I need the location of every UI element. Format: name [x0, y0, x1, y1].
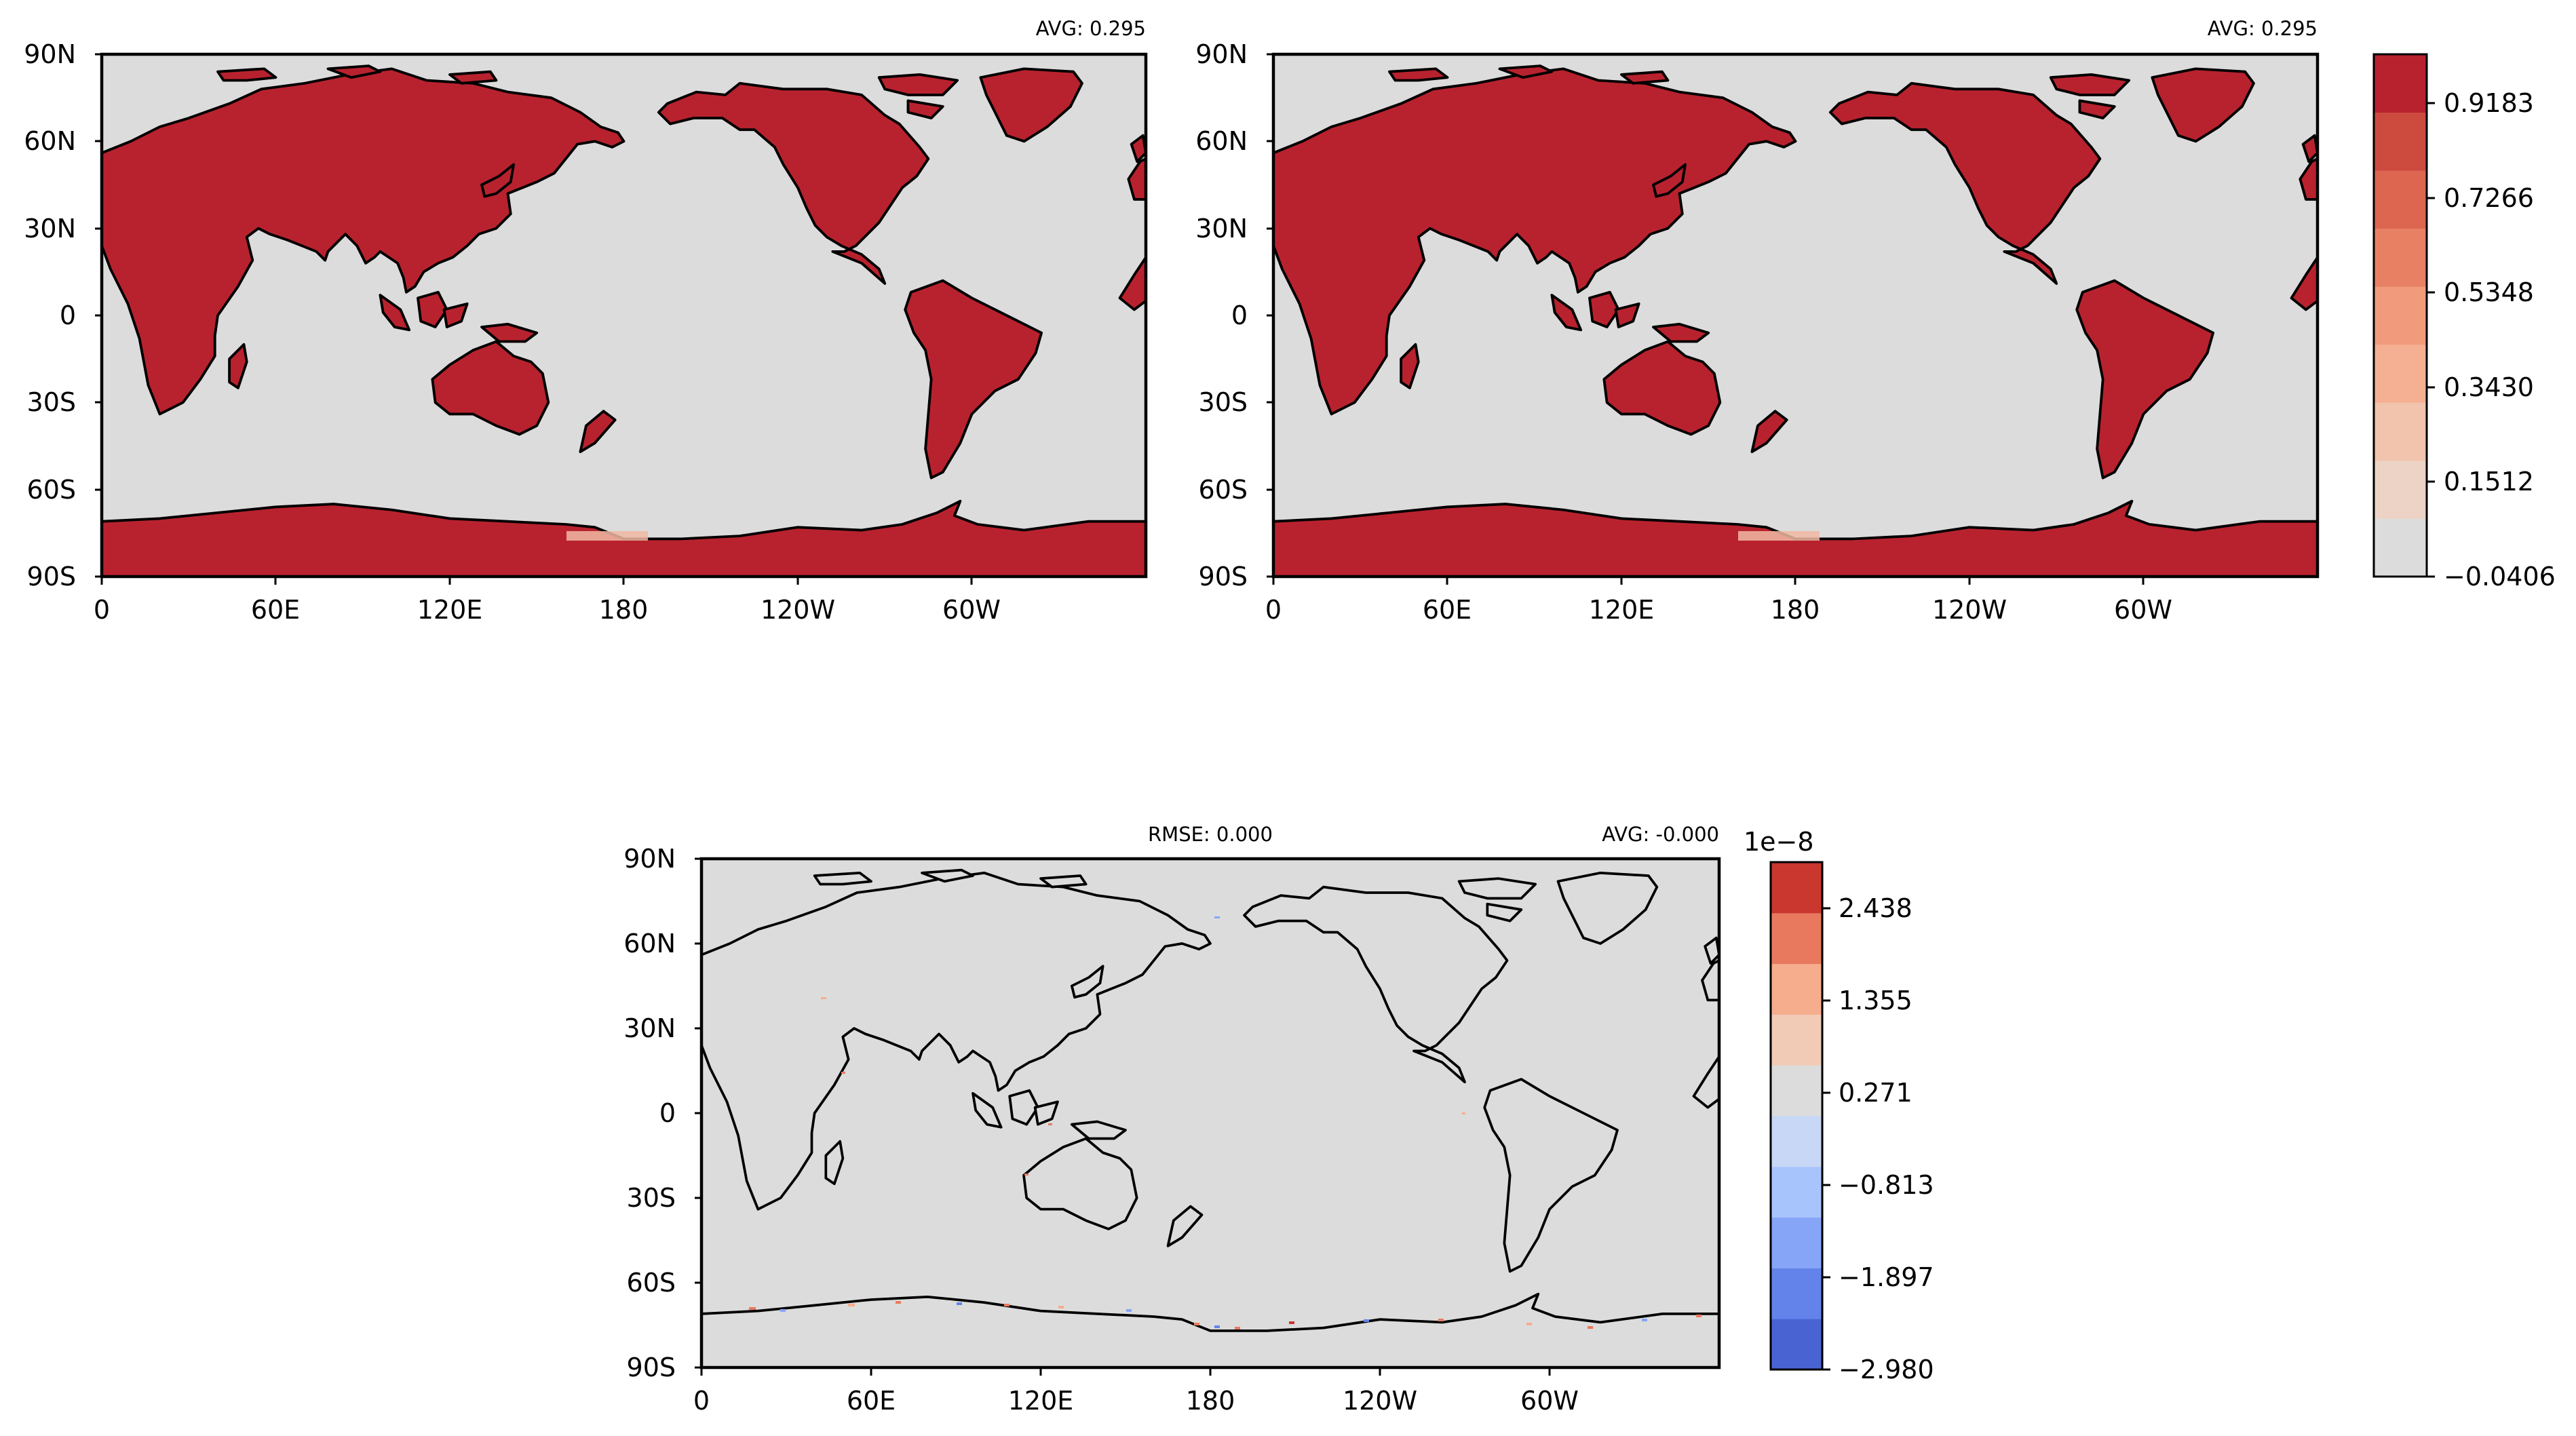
lat-tick-90s: 90S: [627, 1353, 676, 1382]
colorbar-frame: [1769, 861, 1824, 1371]
colorbar-band: [1771, 1116, 1822, 1167]
lat-tick-90n: 90N: [24, 39, 76, 69]
lon-tick-120w: 120W: [1343, 1386, 1417, 1416]
lon-tick-0: 0: [94, 595, 110, 625]
lon-axis: 0 60E 120E 180 120W 60W: [1265, 577, 2172, 625]
lat-tick-90s: 90S: [27, 562, 76, 591]
lon-tick-60e: 60E: [1423, 595, 1472, 625]
colorbar-band: [1771, 1268, 1822, 1319]
lon-tick-60w: 60W: [1520, 1386, 1579, 1416]
colorbar-band: [2374, 518, 2427, 577]
colorbar-band: [1771, 1166, 1822, 1218]
colorbar-tick-label: −0.813: [1839, 1170, 1934, 1200]
colorbar-tick-label: −0.0406: [2444, 562, 2556, 591]
colorbar-tick-label: 1.355: [1839, 986, 1912, 1015]
colorbar-tick-label: 0.3430: [2444, 372, 2534, 402]
sea-ice-edge: [1738, 531, 1820, 541]
avg-label: AVG: 0.295: [1036, 17, 1146, 40]
lat-tick-30s: 30S: [627, 1183, 676, 1213]
colorbar-tick-label: 0.5348: [2444, 277, 2534, 307]
colorbar-band: [1771, 963, 1822, 1015]
lon-tick-60e: 60E: [251, 595, 300, 625]
avg-label: AVG: -0.000: [1602, 823, 1719, 846]
lat-tick-60s: 60S: [27, 475, 76, 505]
colorbar-tick-label: 0.7266: [2444, 183, 2534, 213]
lat-tick-30n: 30N: [623, 1013, 676, 1043]
colorbar-bands: [2374, 54, 2427, 577]
lat-axis: 90N 60N 30N 0 30S 60S 90S: [623, 844, 701, 1382]
lat-tick-90s: 90S: [1199, 562, 1248, 591]
colorbar-frame: [2372, 53, 2428, 578]
lon-tick-120w: 120W: [1932, 595, 2007, 625]
colorbar-band: [2374, 112, 2427, 171]
sea-ice-edge: [566, 531, 648, 541]
lon-tick-120w: 120W: [761, 595, 835, 625]
lat-tick-60s: 60S: [1199, 475, 1248, 505]
map-panel-2: AVG: 0.295 90N 60N 30N 0 30S 60S 90S 0 6: [1195, 17, 2320, 625]
lat-tick-0: 0: [1231, 300, 1248, 330]
lat-tick-60n: 60N: [623, 929, 676, 958]
lon-tick-0: 0: [1265, 595, 1282, 625]
rmse-label: RMSE: 0.000: [1148, 823, 1273, 846]
lon-tick-180: 180: [1186, 1386, 1235, 1416]
lat-tick-60n: 60N: [1195, 126, 1248, 156]
colorbar-band: [2374, 286, 2427, 345]
lat-tick-30s: 30S: [27, 387, 76, 417]
colorbar-band: [2374, 170, 2427, 229]
colorbar-tick-label: 0.271: [1839, 1078, 1912, 1108]
lat-axis: 90N 60N 30N 0 30S 60S 90S: [24, 39, 102, 591]
colorbar-tick-label: 2.438: [1839, 893, 1912, 923]
colorbar-tick-label: 0.1512: [2444, 467, 2534, 497]
lat-tick-90n: 90N: [623, 844, 676, 874]
lon-tick-180: 180: [1771, 595, 1820, 625]
colorbar-band: [1771, 862, 1822, 914]
colorbar-tick-label: −1.897: [1839, 1262, 1934, 1292]
colorbar-bands: [1771, 862, 1822, 1370]
colorbar-band: [2374, 344, 2427, 403]
lon-tick-120e: 120E: [1008, 1386, 1074, 1416]
colorbar-band: [1771, 1319, 1822, 1370]
map-panel-1: AVG: 0.295 90N 60N 30N 0 30S 60S 90S 0 6: [24, 17, 1148, 625]
colorbar-band: [2374, 460, 2427, 519]
colorbar-band: [1771, 1065, 1822, 1117]
lat-tick-60s: 60S: [627, 1268, 676, 1298]
colorbar-band: [1771, 1014, 1822, 1066]
lat-tick-30n: 30N: [1195, 214, 1248, 244]
colorbar-tick-label: −2.980: [1839, 1355, 1934, 1384]
map-panel-3: RMSE: 0.000 AVG: -0.000 90N 60N 30N 0 30…: [623, 823, 1721, 1416]
lon-tick-0: 0: [693, 1386, 710, 1416]
lat-axis: 90N 60N 30N 0 30S 60S 90S: [1195, 39, 1273, 591]
lat-tick-30s: 30S: [1199, 387, 1248, 417]
lon-tick-60w: 60W: [2114, 595, 2172, 625]
lon-tick-120e: 120E: [1589, 595, 1655, 625]
lat-tick-30n: 30N: [24, 214, 76, 244]
lat-tick-90n: 90N: [1195, 39, 1248, 69]
lon-tick-60w: 60W: [942, 595, 1001, 625]
colorbar-band: [2374, 402, 2427, 461]
avg-label: AVG: 0.295: [2208, 17, 2318, 40]
lat-tick-0: 0: [60, 300, 76, 330]
lon-tick-60e: 60E: [847, 1386, 896, 1416]
colorbar-bottom: 1e−8 2.438 1.355 0.271 −0.813 −1.897 −2.…: [1744, 827, 1934, 1384]
lon-axis: 0 60E 120E 180 120W 60W: [693, 1367, 1579, 1416]
lon-tick-120e: 120E: [417, 595, 483, 625]
colorbar-band: [2374, 54, 2427, 113]
colorbar-exponent: 1e−8: [1744, 827, 1814, 857]
colorbar-band: [1771, 1217, 1822, 1268]
colorbar-top: 0.9183 0.7266 0.5348 0.3430 0.1512 −0.04…: [2372, 53, 2556, 591]
colorbar-band: [1771, 912, 1822, 965]
colorbar-band: [2374, 228, 2427, 287]
lat-tick-0: 0: [659, 1098, 676, 1128]
difference-speckles: [749, 916, 1702, 1330]
lon-tick-180: 180: [599, 595, 649, 625]
lat-tick-60n: 60N: [24, 126, 76, 156]
colorbar-tick-label: 0.9183: [2444, 88, 2534, 118]
lon-axis: 0 60E 120E 180 120W 60W: [94, 577, 1001, 625]
